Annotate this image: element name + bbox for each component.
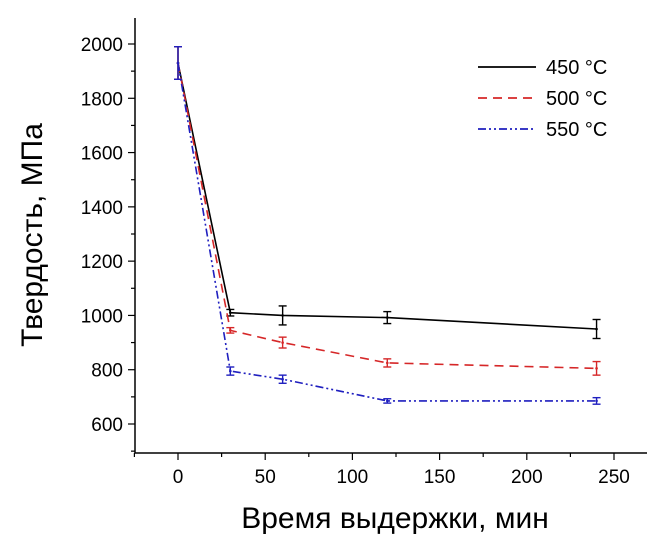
data-point xyxy=(229,329,232,332)
data-point xyxy=(595,367,598,370)
x-tick-label: 250 xyxy=(598,467,630,488)
x-axis-title: Время выдержки, мин xyxy=(241,502,549,535)
y-tick-label: 1800 xyxy=(81,89,123,110)
x-tick-label: 100 xyxy=(337,467,369,488)
error-bar xyxy=(226,326,235,334)
y-tick-label: 1400 xyxy=(81,198,123,219)
axes xyxy=(134,18,647,454)
y-tick-label: 2000 xyxy=(81,35,123,56)
y-tick-label: 600 xyxy=(91,415,123,436)
data-point xyxy=(595,327,598,331)
data-point xyxy=(176,61,180,65)
error-bar xyxy=(278,374,287,384)
error-bar xyxy=(383,398,392,404)
data-point xyxy=(281,377,284,381)
error-bar xyxy=(383,310,392,325)
y-tick-label: 1600 xyxy=(81,144,123,165)
data-point xyxy=(229,369,232,373)
series-line xyxy=(177,62,597,370)
data-point xyxy=(595,399,598,403)
data-point xyxy=(385,399,389,403)
legend: 450 °C 500 °C 550 °C xyxy=(478,57,607,141)
y-tick-label: 1200 xyxy=(81,252,123,273)
ticks: 600 800 1000 1200 1400 1600 1800 2000 0 50 100 150 2… xyxy=(81,35,630,488)
series-2 xyxy=(174,46,601,405)
data-point xyxy=(281,341,284,344)
y-tick-label: 800 xyxy=(91,361,123,382)
error-bar xyxy=(226,308,235,317)
error-bar xyxy=(174,46,182,80)
x-tick-label: 0 xyxy=(173,467,184,488)
series-line xyxy=(177,62,597,330)
data-point xyxy=(385,361,389,365)
series-0 xyxy=(174,46,601,340)
x-tick-label: 150 xyxy=(424,467,456,488)
error-bar xyxy=(278,336,287,349)
error-bar xyxy=(278,305,287,326)
legend-label-1: 500 °C xyxy=(546,88,607,110)
x-tick-label: 200 xyxy=(511,467,543,488)
legend-label-2: 550 °C xyxy=(546,119,607,141)
data-point xyxy=(385,316,389,319)
y-tick-label: 1000 xyxy=(81,306,123,327)
data-point xyxy=(229,311,232,315)
series-layer xyxy=(174,46,601,405)
legend-label-0: 450 °C xyxy=(546,57,607,79)
data-point xyxy=(281,314,284,317)
error-bar xyxy=(592,318,601,340)
y-axis-title: Твердость, МПа xyxy=(16,123,49,347)
x-tick-label: 50 xyxy=(255,467,276,488)
error-bar xyxy=(383,358,392,368)
error-bar xyxy=(226,366,235,376)
error-bar xyxy=(592,396,601,405)
series-line xyxy=(177,62,597,402)
error-bar xyxy=(592,360,601,376)
